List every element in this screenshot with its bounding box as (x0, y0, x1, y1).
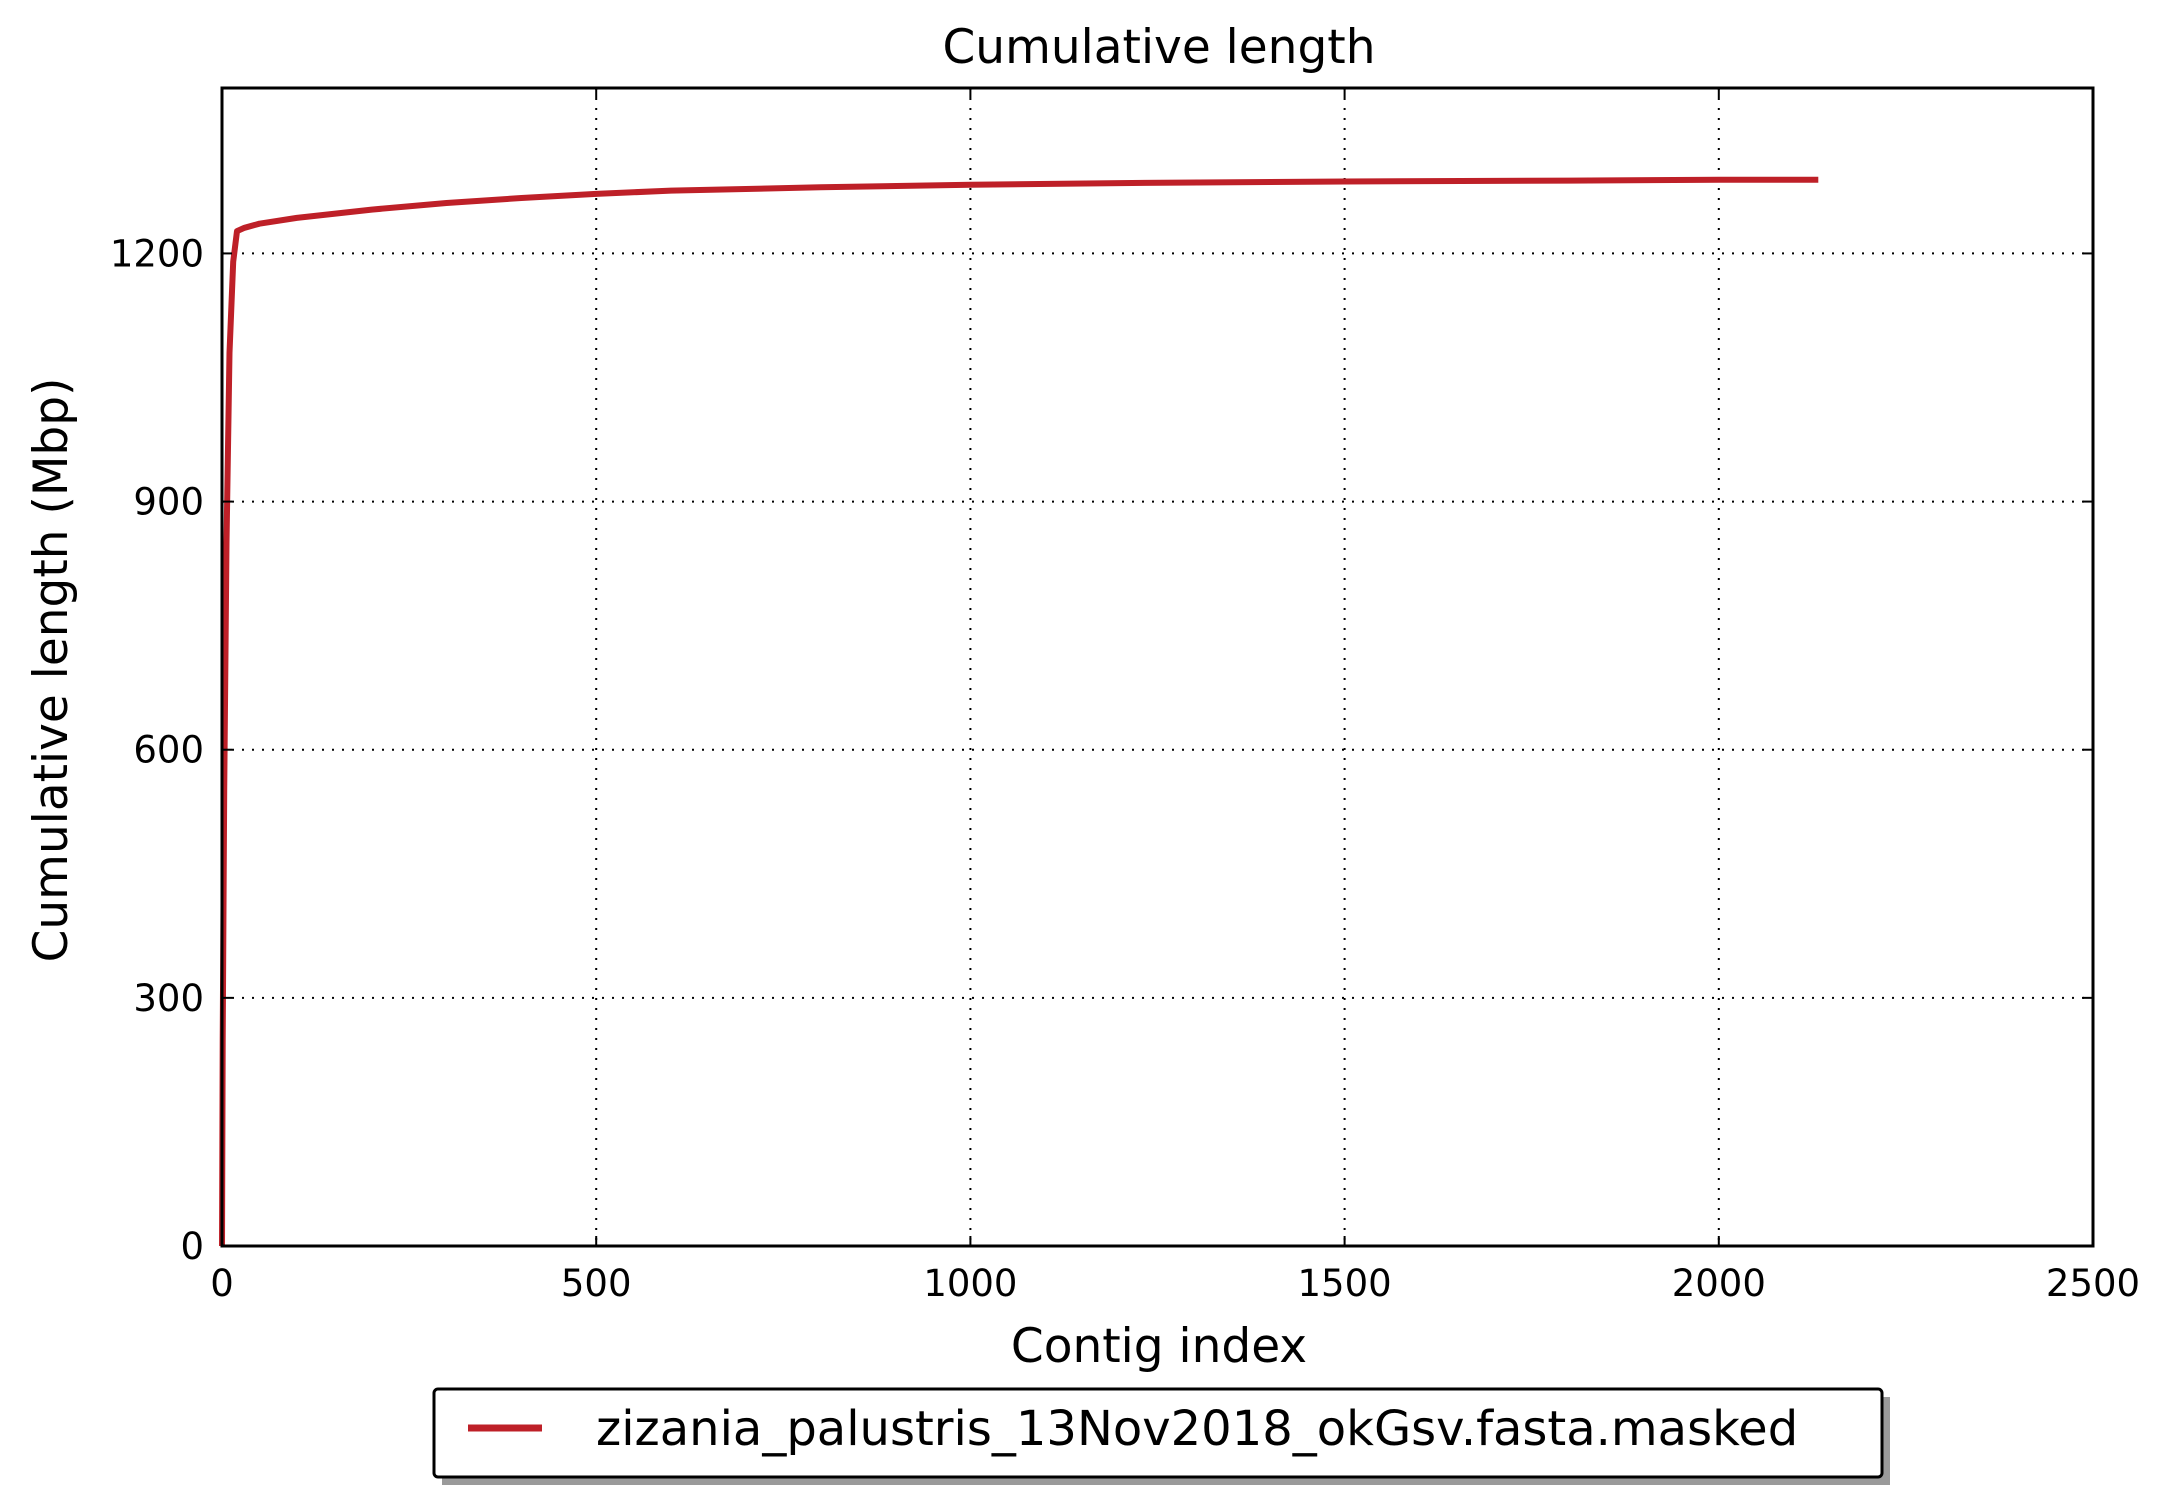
y-tick-label: 1200 (110, 232, 204, 275)
axis-ticks: 0 500 1000 1500 2000 2500 0 300 600 900 1200 (110, 88, 2140, 1305)
y-tick-label: 900 (133, 481, 204, 524)
series-line (219, 176, 1819, 1247)
x-tick-label: 1500 (1298, 1262, 1392, 1305)
y-axis-title: Cumulative length (Mbp) (24, 378, 79, 963)
legend: zizania_palustris_13Nov2018_okGsv.fasta.… (432, 1387, 1890, 1485)
grid (222, 88, 2093, 1246)
y-tick-label: 300 (133, 977, 204, 1020)
legend-label: zizania_palustris_13Nov2018_okGsv.fasta.… (596, 1401, 1798, 1457)
x-tick-label: 2000 (1672, 1262, 1766, 1305)
x-tick-label: 500 (561, 1262, 632, 1305)
y-tick-label: 0 (180, 1225, 204, 1268)
plot-area-frame (220, 86, 2095, 1248)
x-axis-title: Contig index (1011, 1319, 1307, 1374)
x-tick-label: 1000 (923, 1262, 1017, 1305)
legend-box (432, 1387, 1884, 1479)
y-tick-label: 600 (133, 729, 204, 772)
x-tick-label: 0 (210, 1262, 234, 1305)
chart-title: Cumulative length (942, 20, 1375, 75)
x-tick-label: 2500 (2046, 1262, 2140, 1305)
series-layer (219, 176, 1819, 1247)
